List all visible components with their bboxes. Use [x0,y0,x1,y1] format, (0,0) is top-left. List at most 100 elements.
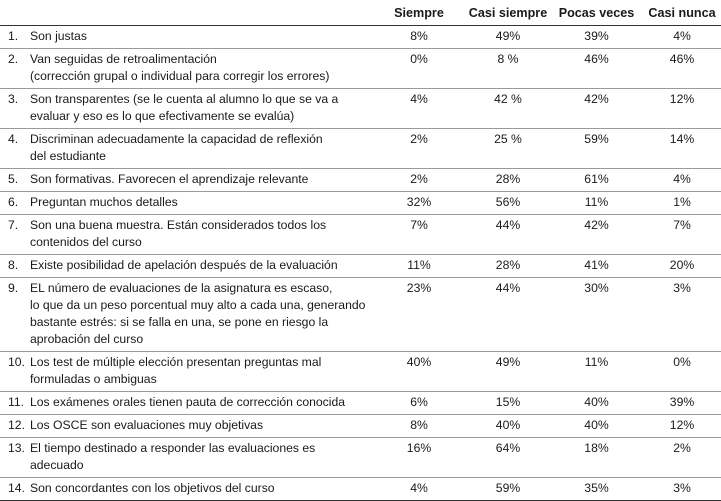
item-text: EL número de evaluaciones de la asignatu… [30,281,366,346]
item-text: Son transparentes (se le cuenta al alumn… [30,92,339,123]
value-casi-nunca: 12% [643,88,721,129]
item-cell: 7. Son una buena muestra. Están considera… [0,214,372,255]
value-casi-siempre: 28% [466,254,550,278]
value-pocas-veces: 59% [550,128,643,169]
item-content: 5. Son formativas. Favorecen el aprendiza… [8,171,368,188]
value-siempre: 2% [372,128,466,169]
value-pocas-veces: 61% [550,168,643,192]
value-siempre: 16% [372,437,466,478]
value-pocas-veces: 11% [550,351,643,392]
item-content: 7. Son una buena muestra. Están considera… [8,217,368,251]
header-pocas-veces: Pocas veces [550,0,643,26]
value-pocas-veces: 40% [550,414,643,438]
item-text: Son formativas. Favorecen el aprendizaje… [30,172,309,186]
item-text: Los exámenes orales tienen pauta de corr… [30,395,346,409]
header-row: Siempre Casi siempre Pocas veces Casi nu… [0,0,721,26]
item-content: 10. Los test de múltiple elección present… [8,354,368,388]
value-pocas-veces: 40% [550,391,643,415]
header-siempre: Siempre [372,0,466,26]
item-cell: 14. Son concordantes con los objetivos de… [0,477,372,501]
value-casi-nunca: 7% [643,214,721,255]
value-casi-nunca: 39% [643,391,721,415]
item-cell: 3. Son transparentes (se le cuenta al alu… [0,88,372,129]
table-row: 4. Discriminan adecuadamente la capacidad… [0,128,721,169]
value-pocas-veces: 11% [550,191,643,215]
table-body: 1. Son justas 8% 49% 39% 4% 2. Van seguidas de … [0,25,721,501]
value-casi-siempre: 15% [466,391,550,415]
table-row: 1. Son justas 8% 49% 39% 4% [0,25,721,49]
item-number: 9. [8,281,19,295]
item-cell: 5. Son formativas. Favorecen el aprendiza… [0,168,372,192]
value-casi-siempre: 8 % [466,48,550,89]
value-casi-nunca: 1% [643,191,721,215]
value-casi-siempre: 28% [466,168,550,192]
value-casi-nunca: 14% [643,128,721,169]
table-row: 8. Existe posibilidad de apelación despué… [0,254,721,278]
item-cell: 8. Existe posibilidad de apelación despué… [0,254,372,278]
value-pocas-veces: 39% [550,25,643,49]
item-number: 8. [8,258,19,272]
value-casi-siempre: 25 % [466,128,550,169]
table-row: 6. Preguntan muchos detalles 32% 56% 11% 1% [0,191,721,215]
table-row: 5. Son formativas. Favorecen el aprendiza… [0,168,721,192]
value-casi-nunca: 3% [643,477,721,501]
table-row: 11. Los exámenes orales tienen pauta de c… [0,391,721,415]
value-casi-nunca: 2% [643,437,721,478]
item-number: 10. [8,355,25,369]
value-pocas-veces: 41% [550,254,643,278]
value-casi-siempre: 59% [466,477,550,501]
item-text: Son una buena muestra. Están considerado… [30,218,327,249]
value-casi-nunca: 4% [643,25,721,49]
item-text: Los OSCE son evaluaciones muy objetivas [30,418,264,432]
table-row: 10. Los test de múltiple elección present… [0,351,721,392]
item-content: 9. EL número de evaluaciones de la asigna… [8,280,368,348]
value-casi-siempre: 44% [466,214,550,255]
item-text: Preguntan muchos detalles [30,195,178,209]
item-text: Van seguidas de retroalimentación (corre… [30,52,330,83]
item-content: 6. Preguntan muchos detalles [8,194,368,211]
item-text: Los test de múltiple elección presentan … [30,355,322,386]
item-text: El tiempo destinado a responder las eval… [30,441,316,472]
item-number: 5. [8,172,19,186]
item-cell: 10. Los test de múltiple elección present… [0,351,372,392]
item-cell: 9. EL número de evaluaciones de la asigna… [0,277,372,352]
value-siempre: 8% [372,25,466,49]
value-pocas-veces: 35% [550,477,643,501]
item-number: 11. [8,395,25,409]
table-row: 9. EL número de evaluaciones de la asigna… [0,277,721,352]
header-item [0,0,372,26]
table-row: 7. Son una buena muestra. Están considera… [0,214,721,255]
value-siempre: 11% [372,254,466,278]
item-cell: 4. Discriminan adecuadamente la capacidad… [0,128,372,169]
item-content: 12. Los OSCE son evaluaciones muy objetiv… [8,417,368,434]
item-text: Son concordantes con los objetivos del c… [30,481,275,495]
item-cell: 11. Los exámenes orales tienen pauta de c… [0,391,372,415]
item-cell: 1. Son justas [0,25,372,49]
table-row: 3. Son transparentes (se le cuenta al alu… [0,88,721,129]
item-content: 1. Son justas [8,28,368,45]
value-casi-nunca: 12% [643,414,721,438]
item-text: Son justas [30,29,87,43]
value-siempre: 4% [372,88,466,129]
item-number: 12. [8,418,25,432]
value-casi-siempre: 64% [466,437,550,478]
item-number: 6. [8,195,19,209]
value-casi-siempre: 49% [466,25,550,49]
value-casi-nunca: 0% [643,351,721,392]
item-content: 13. El tiempo destinado a responder las e… [8,440,368,474]
table-row: 13. El tiempo destinado a responder las e… [0,437,721,478]
value-siempre: 0% [372,48,466,89]
item-cell: 2. Van seguidas de retroalimentación (cor… [0,48,372,89]
value-casi-nunca: 4% [643,168,721,192]
value-siempre: 8% [372,414,466,438]
value-siempre: 32% [372,191,466,215]
value-casi-siempre: 56% [466,191,550,215]
value-casi-nunca: 46% [643,48,721,89]
value-casi-siempre: 40% [466,414,550,438]
item-text: Discriminan adecuadamente la capacidad d… [30,132,323,163]
item-number: 4. [8,132,19,146]
value-casi-siempre: 49% [466,351,550,392]
value-pocas-veces: 42% [550,214,643,255]
